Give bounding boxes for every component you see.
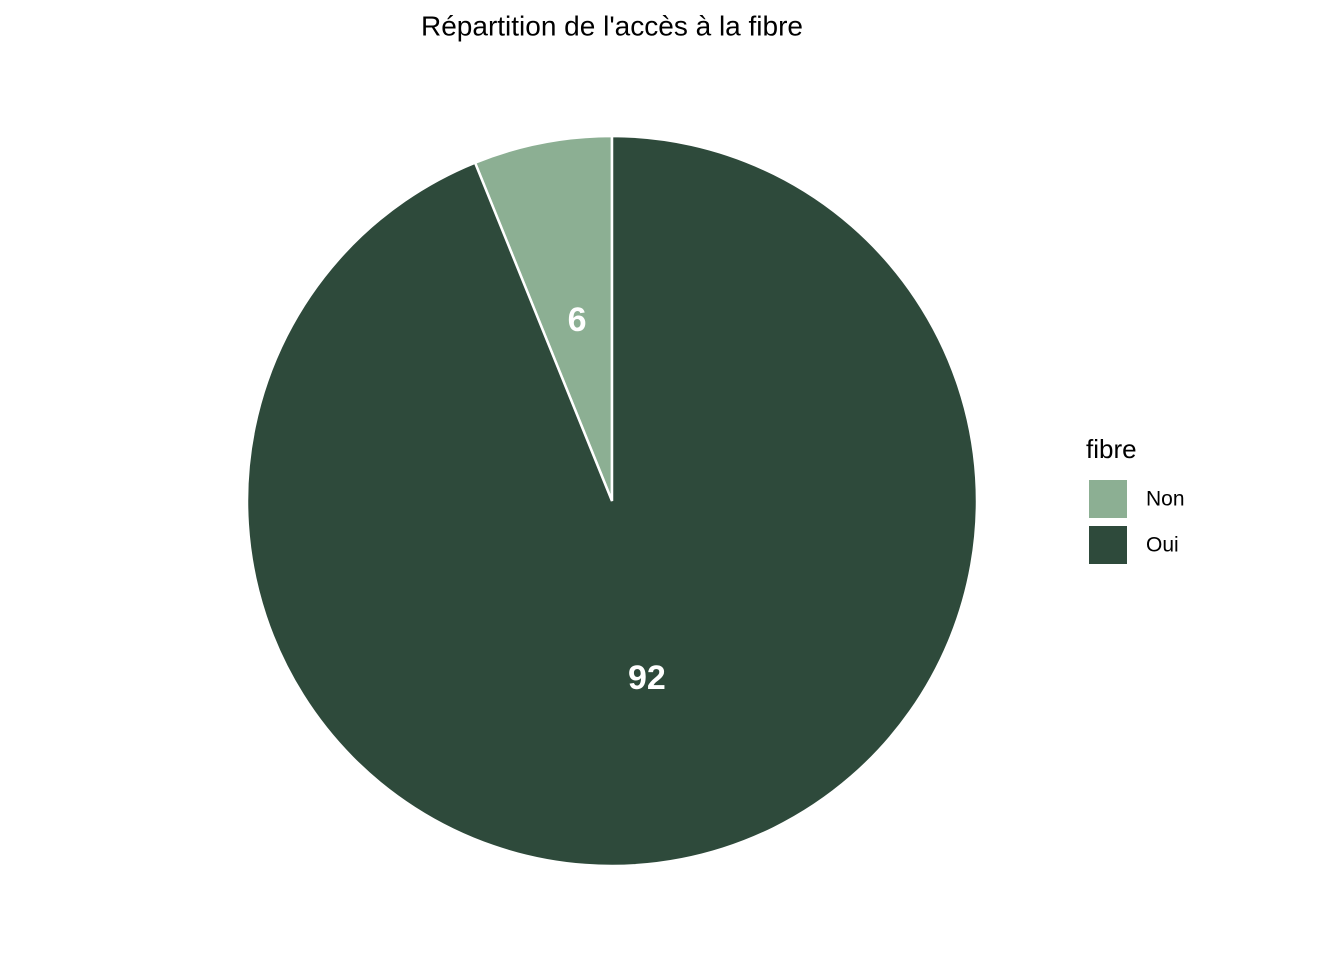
legend-label: Non: [1146, 488, 1185, 511]
data-label: 6: [568, 301, 587, 339]
legend-key: [1089, 480, 1127, 518]
legend-label: Oui: [1146, 534, 1179, 557]
legend-title: fibre: [1086, 434, 1137, 464]
chart-title: Répartition de l'accès à la fibre: [421, 10, 803, 41]
pie-slice: [245, 134, 979, 868]
pie-slice: [473, 134, 614, 502]
legend-key: [1089, 526, 1127, 564]
data-label: 92: [628, 659, 666, 697]
